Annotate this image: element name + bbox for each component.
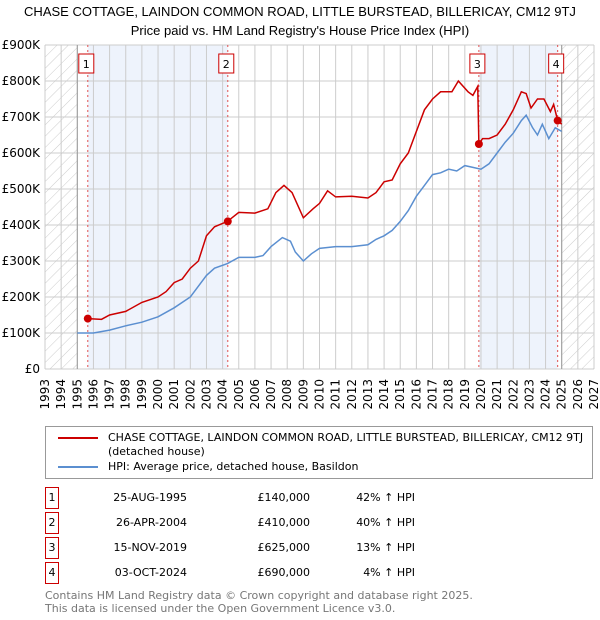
sale-hpi-change: 13% ↑ HPI	[356, 541, 415, 554]
x-tick-label: 2020	[474, 379, 488, 410]
x-tick-label: 2004	[216, 379, 230, 410]
x-tick-label: 2027	[587, 379, 600, 410]
sale-price: £410,000	[257, 516, 311, 529]
x-tick-label: 2019	[458, 379, 472, 410]
sale-hpi-change: 42% ↑ HPI	[356, 491, 415, 504]
sale-label-number: 2	[223, 58, 230, 71]
sale-hpi-change: 40% ↑ HPI	[356, 516, 415, 529]
legend: CHASE COTTAGE, LAINDON COMMON ROAD, LITT…	[45, 426, 593, 479]
x-tick-label: 2023	[522, 379, 536, 410]
x-tick-label: 2014	[377, 379, 391, 410]
x-tick-label: 1994	[54, 379, 68, 410]
sale-point	[83, 314, 92, 323]
x-tick-label: 2012	[345, 379, 359, 410]
x-tick-label: 2000	[151, 379, 165, 410]
sale-number-badge: 3	[45, 537, 59, 559]
footer-line-1: Contains HM Land Registry data © Crown c…	[45, 589, 473, 602]
chart-subtitle: Price paid vs. HM Land Registry's House …	[130, 23, 470, 38]
y-tick-label: £500K	[2, 182, 42, 196]
sale-date: 25-AUG-1995	[113, 491, 187, 504]
sale-date: 03-OCT-2024	[114, 566, 187, 579]
x-tick-label: 1998	[119, 379, 133, 410]
sale-number-badge: 2	[45, 512, 59, 534]
footer: Contains HM Land Registry data © Crown c…	[45, 589, 473, 615]
sale-point	[553, 116, 562, 125]
x-tick-label: 1995	[70, 379, 84, 410]
legend-swatch-hpi	[58, 466, 98, 468]
sale-label-box	[469, 53, 486, 74]
hpi-line	[77, 113, 563, 334]
x-tick-label: 1993	[38, 379, 52, 410]
y-tick-label: £700K	[2, 110, 42, 124]
legend-label-hpi: HPI: Average price, detached house, Basi…	[108, 460, 359, 473]
x-tick-label: 2015	[393, 379, 407, 410]
x-tick-label: 2022	[506, 379, 520, 410]
x-tick-label: 2026	[571, 379, 585, 410]
sale-price: £625,000	[257, 541, 311, 554]
x-tick-label: 2025	[555, 379, 569, 410]
y-tick-label: £400K	[2, 218, 42, 232]
sale-number-badge: 4	[45, 562, 59, 584]
x-tick-label: 1996	[86, 379, 100, 410]
x-tick-label: 2006	[248, 379, 262, 410]
y-tick-label: £900K	[2, 38, 42, 52]
sale-point	[474, 140, 483, 148]
sale-label-number: 4	[553, 58, 560, 71]
sale-label-box	[548, 53, 565, 74]
x-tick-label: 2024	[539, 379, 553, 410]
sale-row: 2 26-APR-2004 £410,000 40% ↑ HPI	[45, 512, 445, 534]
sale-date: 15-NOV-2019	[113, 541, 187, 554]
x-tick-label: 2010	[313, 379, 327, 410]
x-tick-label: 2009	[296, 379, 310, 410]
sale-number-badge: 1	[45, 487, 59, 509]
sale-label-box	[78, 53, 95, 74]
x-tick-label: 2021	[490, 379, 504, 410]
x-tick-label: 1999	[135, 379, 149, 410]
x-tick-label: 2003	[199, 379, 213, 410]
x-tick-label: 2011	[329, 379, 343, 410]
x-tick-label: 1997	[103, 379, 117, 410]
sale-point	[223, 217, 232, 226]
sale-date: 26-APR-2004	[115, 516, 187, 529]
sale-row: 4 03-OCT-2024 £690,000 4% ↑ HPI	[45, 562, 445, 584]
x-tick-label: 2018	[442, 379, 456, 410]
x-tick-label: 2008	[280, 379, 294, 410]
x-tick-label: 2005	[232, 379, 246, 410]
sale-price: £140,000	[257, 491, 311, 504]
x-tick-label: 2013	[361, 379, 375, 410]
sale-row: 3 15-NOV-2019 £625,000 13% ↑ HPI	[45, 537, 445, 559]
sale-price: £690,000	[257, 566, 311, 579]
sale-row: 1 25-AUG-1995 £140,000 42% ↑ HPI	[45, 487, 445, 509]
y-tick-label: £100K	[2, 326, 42, 340]
y-tick-label: £300K	[2, 254, 42, 268]
sale-label-number: 1	[83, 58, 90, 71]
y-tick-label: £800K	[2, 74, 42, 88]
x-tick-label: 2007	[264, 379, 278, 410]
y-tick-label: £200K	[2, 290, 42, 304]
sale-label-box	[218, 53, 235, 74]
y-tick-label: £0	[25, 362, 40, 376]
footer-line-2: This data is licensed under the Open Gov…	[45, 602, 396, 615]
legend-swatch-property	[58, 437, 98, 439]
x-tick-label: 2017	[426, 379, 440, 410]
y-tick-label: £600K	[2, 146, 42, 160]
sale-label-number: 3	[474, 58, 481, 71]
property-price-line	[87, 79, 563, 321]
legend-label-property: CHASE COTTAGE, LAINDON COMMON ROAD, LITT…	[108, 431, 584, 458]
x-tick-label: 2002	[183, 379, 197, 410]
chart-title: CHASE COTTAGE, LAINDON COMMON ROAD, LITT…	[24, 4, 576, 19]
sale-hpi-change: 4% ↑ HPI	[363, 566, 415, 579]
price-chart: 1993 1994 1995 1996 1997 1998 1999 2000 2001 2002…	[2, 38, 600, 410]
x-tick-label: 2001	[167, 379, 181, 410]
x-tick-label: 2016	[409, 379, 423, 410]
